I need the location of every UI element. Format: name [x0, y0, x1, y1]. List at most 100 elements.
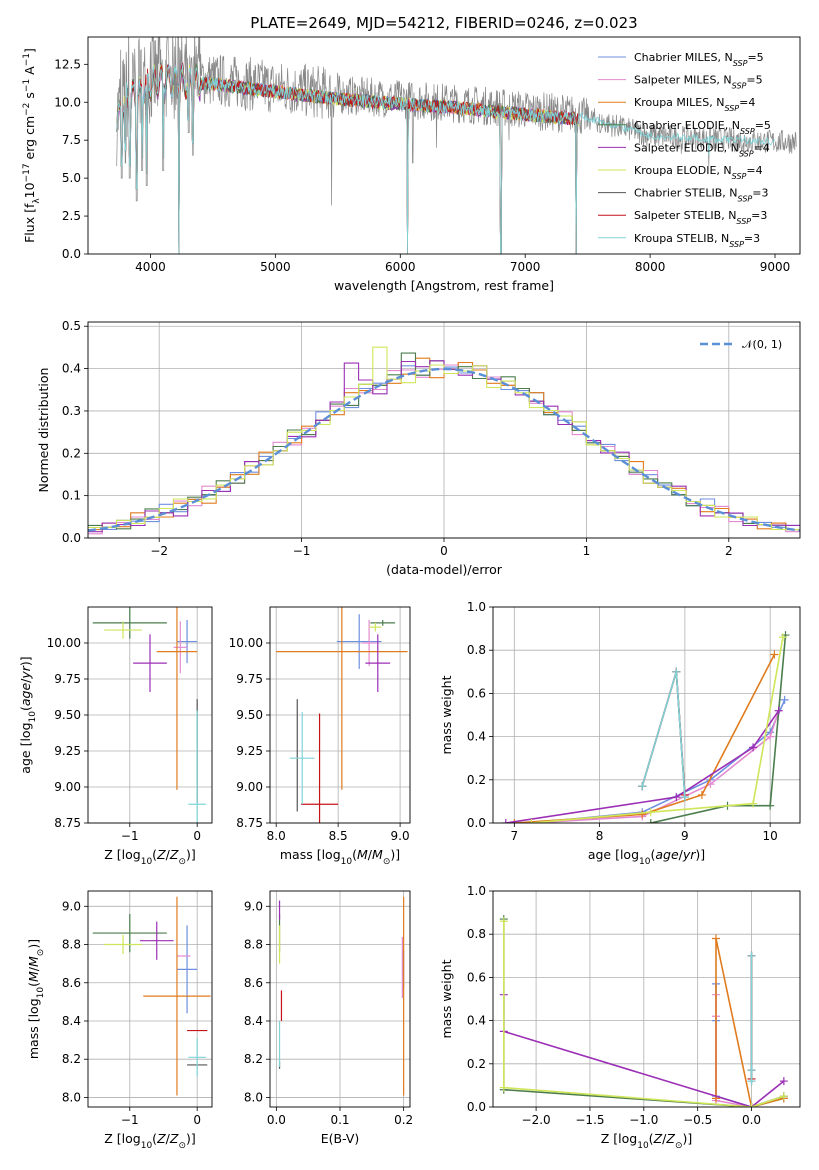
legend-label: Chabrier ELODIE, NSSP=5 — [634, 119, 771, 136]
y-tick-label: 9.50 — [236, 708, 263, 722]
weight-point-marker — [638, 782, 647, 791]
y-tick-label: 9.00 — [236, 780, 263, 794]
errorbar-point — [156, 607, 198, 790]
legend-label-suffix: =3 — [752, 187, 768, 200]
x-tick-label: 0 — [193, 1113, 201, 1127]
errorbar-point — [370, 619, 396, 626]
errorbar-point — [92, 607, 167, 639]
panels: 4000 5000 6000 7000 8000 90000.02.55.07.510.0… — [18, 36, 801, 1151]
errorbar-point — [104, 934, 142, 955]
legend-label: Chabrier MILES, NSSP=5 — [634, 51, 764, 68]
weight-point-marker — [779, 1077, 788, 1086]
x-axis-label: (data-model)/error — [386, 562, 503, 577]
weight-point-marker — [774, 706, 783, 715]
x-tick-label: 9 — [681, 829, 689, 843]
weight-series-line — [650, 635, 787, 823]
y-axis-label: mass weight — [439, 675, 454, 754]
panel-age_vs_Z: −1 0 8.75 9.00 9.25 9.50 9.75 10.00 Z [log10(Z/Z… — [18, 606, 213, 867]
x-tick-label: 0.1 — [330, 1113, 349, 1127]
weight-point-marker — [766, 801, 775, 810]
weight-point-marker — [499, 917, 508, 926]
y-tick-label: 9.25 — [54, 744, 81, 758]
errorbar-point — [289, 712, 315, 805]
y-tick-label: 0.3 — [62, 404, 81, 418]
y-tick-label: 9.25 — [236, 744, 263, 758]
plot-area — [92, 896, 211, 1096]
y-tick-label: 0.6 — [467, 970, 486, 984]
x-tick-label: 0.0 — [742, 1113, 761, 1127]
x-tick-label: 8.5 — [329, 829, 348, 843]
y-axis-label: Flux [fλ10−17 erg cm−2 s−1 A−1] — [22, 48, 42, 243]
y-tick-label: 0.4 — [467, 730, 486, 744]
legend-label: Kroupa ELODIE, NSSP=4 — [634, 164, 763, 181]
y-tick-label: 9.75 — [236, 672, 263, 686]
x-tick-label: 0.2 — [394, 1113, 413, 1127]
x-tick-label: −1 — [121, 829, 139, 843]
weight-series-line — [503, 921, 785, 1107]
weight-point-marker — [680, 793, 689, 802]
legend-label: Chabrier STELIB, NSSP=3 — [634, 187, 768, 204]
y-tick-label: 5.0 — [62, 171, 81, 185]
legend-label-sub: SSP — [740, 126, 755, 135]
errorbar-point — [133, 634, 167, 692]
errorbar-point — [188, 710, 206, 823]
y-tick-label: 7.5 — [62, 133, 81, 147]
y-tick-label: 8.2 — [244, 1052, 263, 1066]
axes-frame — [492, 606, 801, 824]
x-axis-label: Z [log10(Z/Z⊙)] — [601, 1131, 693, 1151]
y-tick-label: 8.75 — [54, 816, 81, 830]
y-tick-label: 0.2 — [62, 446, 81, 460]
x-tick-label: 9000 — [760, 260, 791, 274]
x-axis-label: E(B-V) — [321, 1131, 360, 1146]
x-axis-label: Z [log10(Z/Z⊙)] — [104, 1131, 196, 1151]
y-tick-label: 0.0 — [62, 247, 81, 261]
errorbar-point — [139, 921, 174, 960]
legend-label-sub: SSP — [732, 172, 747, 181]
y-tick-label: 8.2 — [62, 1052, 81, 1066]
legend-label-text: Salpeter STELIB, N — [634, 209, 736, 222]
y-tick-label: 9.00 — [54, 780, 81, 794]
y-tick-label: 2.5 — [62, 209, 81, 223]
plot-area — [92, 607, 206, 823]
weight-point-marker — [510, 819, 519, 823]
y-tick-label: 0.0 — [62, 531, 81, 545]
panel-weight_vs_Z: −2.0 −1.5 −1.0 −0.5 0.0 0.0 0.2 0.4 0.6 0.8 1.0 Z [… — [439, 884, 801, 1151]
x-tick-label: 7 — [510, 829, 518, 843]
y-tick-label: 9.0 — [62, 899, 81, 913]
plot-area — [276, 607, 408, 823]
y-tick-label: 8.0 — [244, 1090, 263, 1104]
y-tick-label: 12.5 — [54, 57, 81, 71]
weight-point-marker — [672, 793, 681, 802]
legend-label-suffix: =5 — [747, 51, 763, 64]
weight-point-marker — [747, 1066, 756, 1075]
y-tick-label: 0.6 — [467, 686, 486, 700]
legend-label: Salpeter MILES, NSSP=5 — [634, 74, 763, 91]
axes-frame — [492, 890, 801, 1108]
x-tick-label: −2 — [150, 544, 168, 558]
weight-point-marker — [780, 695, 789, 704]
axes-frame — [87, 890, 213, 1108]
weight-point-marker — [766, 732, 775, 741]
errorbar-point — [336, 614, 382, 669]
legend-label-sub: SSP — [733, 59, 748, 68]
y-tick-label: 10.00 — [47, 636, 81, 650]
weight-point-marker — [646, 819, 655, 823]
x-tick-label: 8.0 — [267, 829, 286, 843]
x-tick-label: 7000 — [510, 260, 541, 274]
plot-area — [116, 37, 797, 254]
weight-point-marker — [711, 934, 720, 943]
legend-label-sub: SSP — [729, 239, 744, 248]
y-tick-label: 10.0 — [54, 95, 81, 109]
x-tick-label: 0 — [193, 829, 201, 843]
legend-label-suffix: =3 — [751, 209, 767, 222]
legend-label-suffix: =5 — [746, 74, 762, 87]
weight-series-line — [531, 637, 784, 823]
weight-point-marker — [499, 1083, 508, 1092]
legend-label-sub: SSP — [738, 194, 753, 203]
x-axis-label: wavelength [Angstrom, rest frame] — [334, 278, 554, 293]
errorbar-point — [173, 621, 188, 674]
legend-label: 𝒩(0, 1) — [742, 338, 782, 351]
errorbar-point — [176, 925, 198, 1014]
x-tick-label: 0 — [440, 544, 448, 558]
